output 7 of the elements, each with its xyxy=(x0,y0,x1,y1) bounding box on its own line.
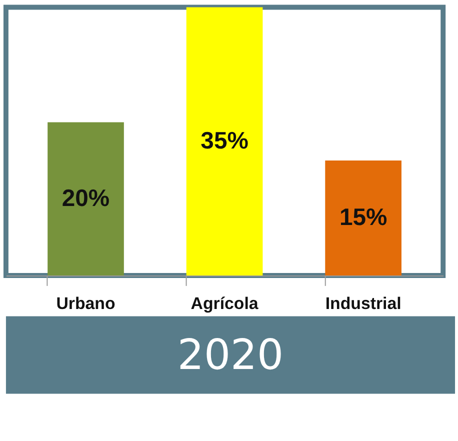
data-label: 15% xyxy=(339,204,388,231)
text: 2020 xyxy=(177,330,284,379)
x-tick-label: Agrícola xyxy=(190,294,259,313)
data-label: 20% xyxy=(62,184,110,212)
data-label: 35% xyxy=(200,127,248,154)
x-tick-label: Industrial xyxy=(325,294,402,313)
x-tick-label: Urbano xyxy=(56,294,116,313)
